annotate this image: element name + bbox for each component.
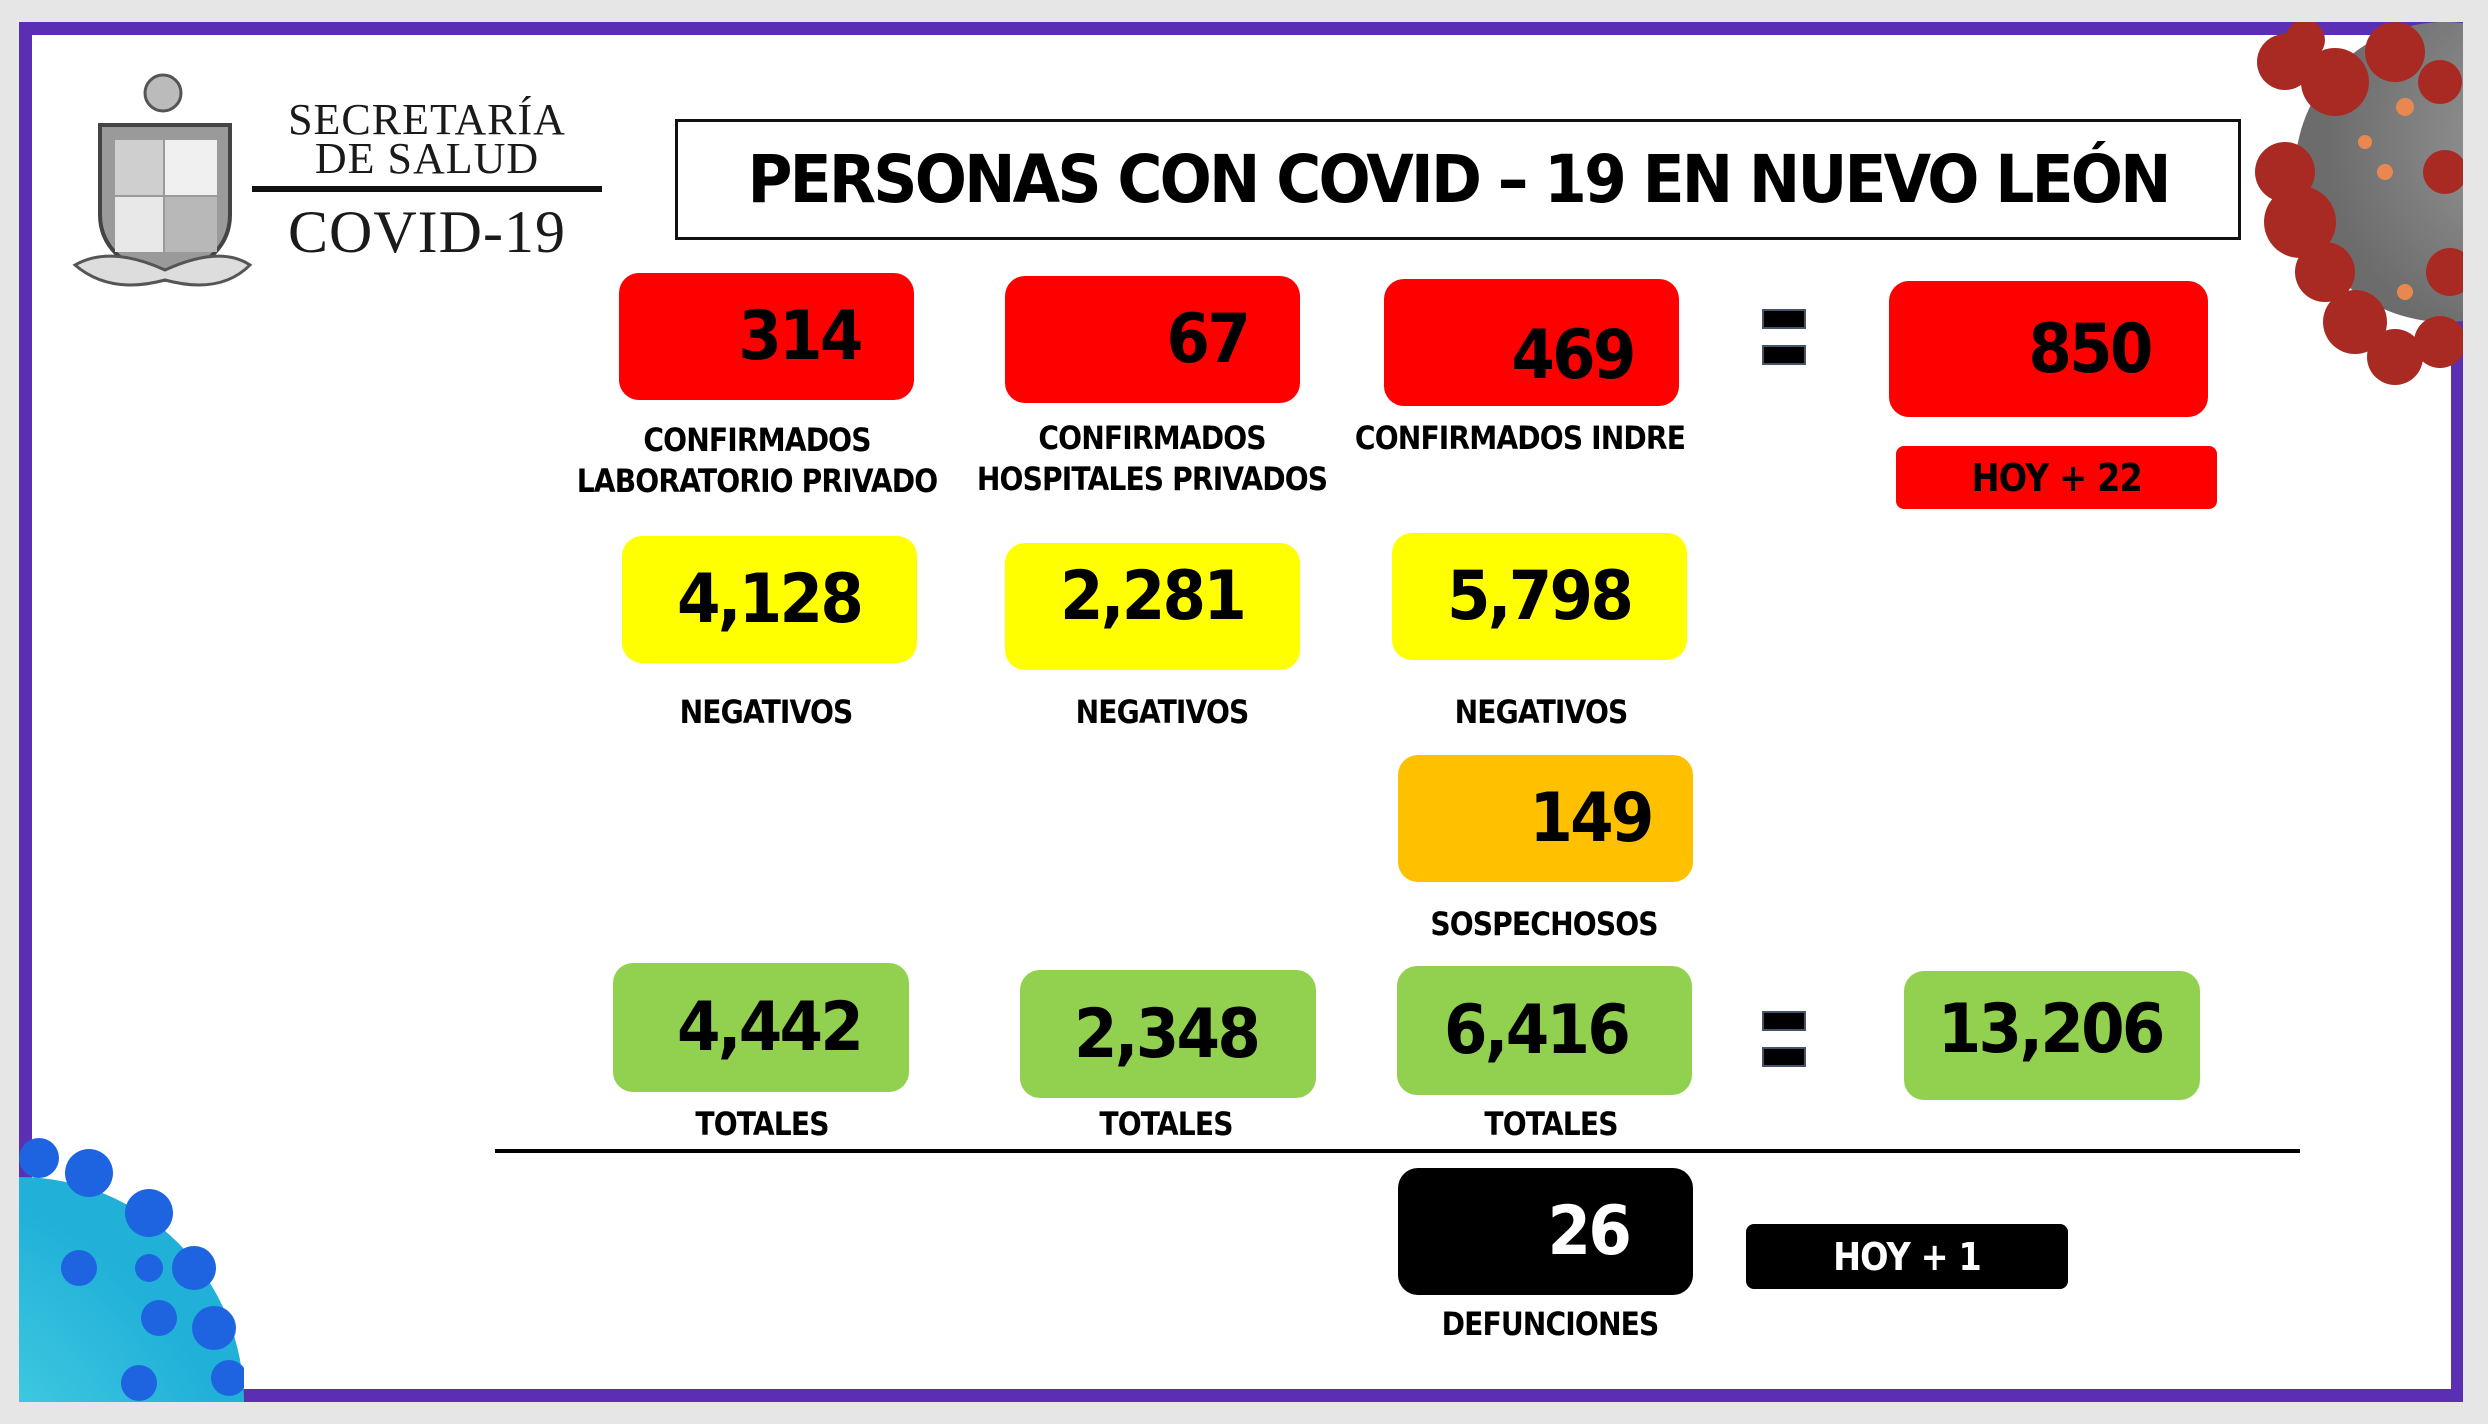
confirmed-today-text: HOY + 22	[1971, 455, 2142, 500]
confirmed-private-hospitals-label: CONFIRMADOS HOSPITALES PRIVADOS	[976, 419, 1328, 498]
confirmed-indre-value: 469	[1511, 316, 1636, 395]
total-indre-value: 6,416	[1443, 991, 1631, 1070]
deaths-label: DEFUNCIONES	[1441, 1305, 1660, 1343]
secretaria-de-salud-logo: SECRETARÍA DE SALUD COVID-19	[70, 65, 610, 305]
logo-divider	[252, 186, 602, 192]
negatives-private-hospitals-box: 2,281	[1005, 543, 1300, 670]
confirmed-total-box: 850	[1889, 281, 2208, 417]
section-divider	[495, 1149, 2300, 1153]
total-private-hospitals-value: 2,348	[1073, 994, 1261, 1074]
suspects-box: 149	[1398, 755, 1693, 882]
suspects-value: 149	[1529, 779, 1654, 858]
logo-line-de-salud: DE SALUD	[314, 134, 540, 183]
confirmed-private-lab-value: 314	[738, 297, 863, 376]
negatives-indre-label: NEGATIVOS	[1454, 693, 1629, 731]
deaths-today-text: HOY + 1	[1833, 1234, 1982, 1279]
negatives-private-lab-label: NEGATIVOS	[679, 693, 854, 731]
equals-sign-icon	[1762, 1011, 1806, 1067]
total-private-lab-box: 4,442	[613, 963, 909, 1092]
confirmed-private-hospitals-box: 67	[1005, 276, 1300, 403]
confirmed-indre-label: CONFIRMADOS INDRE	[1354, 419, 1686, 457]
page-title: PERSONAS CON COVID – 19 EN NUEVO LEÓN	[747, 141, 2171, 218]
slide-frame	[19, 22, 2463, 1402]
total-private-hospitals-box: 2,348	[1020, 970, 1316, 1098]
confirmed-private-lab-label: CONFIRMADOS LABORATORIO PRIVADO	[576, 421, 938, 500]
total-private-hospitals-label: TOTALES	[1099, 1105, 1233, 1143]
state-coat-of-arms-icon	[70, 65, 255, 300]
deaths-today-badge: HOY + 1	[1746, 1224, 2068, 1289]
suspects-label: SOSPECHOSOS	[1430, 905, 1658, 943]
confirmed-total-value: 850	[2028, 309, 2153, 389]
negatives-private-hospitals-value: 2,281	[1059, 557, 1247, 636]
blue-coronavirus-image	[19, 1128, 244, 1402]
grand-total-box: 13,206	[1904, 971, 2200, 1100]
total-private-lab-value: 4,442	[676, 988, 864, 1067]
deaths-box: 26	[1398, 1168, 1693, 1295]
total-private-lab-label: TOTALES	[695, 1105, 829, 1143]
negatives-indre-box: 5,798	[1392, 533, 1687, 660]
confirmed-private-hospitals-value: 67	[1166, 300, 1251, 379]
title-box: PERSONAS CON COVID – 19 EN NUEVO LEÓN	[675, 119, 2241, 240]
total-indre-label: TOTALES	[1484, 1105, 1618, 1143]
logo-line-secretaria: SECRETARÍA	[288, 95, 566, 144]
grand-total-value: 13,206	[1937, 990, 2165, 1069]
negatives-private-lab-value: 4,128	[676, 560, 864, 639]
confirmed-indre-box: 469	[1384, 279, 1679, 406]
negatives-private-lab-box: 4,128	[622, 536, 917, 663]
deaths-value: 26	[1547, 1192, 1632, 1271]
confirmed-private-lab-box: 314	[619, 273, 914, 400]
equals-sign-icon	[1762, 309, 1806, 365]
negatives-private-hospitals-label: NEGATIVOS	[1075, 693, 1250, 731]
confirmed-today-badge: HOY + 22	[1896, 446, 2217, 509]
negatives-indre-value: 5,798	[1446, 557, 1634, 636]
total-indre-box: 6,416	[1397, 966, 1692, 1095]
logo-line-covid: COVID-19	[288, 199, 566, 265]
red-coronavirus-image	[2245, 22, 2463, 392]
